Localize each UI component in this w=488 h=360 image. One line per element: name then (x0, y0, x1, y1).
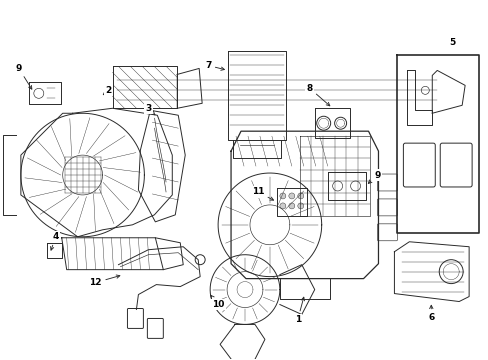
Text: 3: 3 (145, 104, 155, 115)
Text: 12: 12 (89, 275, 120, 287)
Text: 5: 5 (448, 38, 454, 47)
Circle shape (288, 203, 294, 209)
Circle shape (334, 117, 346, 129)
FancyBboxPatch shape (439, 143, 471, 187)
Circle shape (288, 193, 294, 199)
Text: 2: 2 (103, 86, 111, 95)
Text: 4: 4 (50, 232, 59, 250)
Text: 10: 10 (210, 295, 224, 309)
Circle shape (34, 88, 44, 98)
Text: 1: 1 (294, 297, 304, 324)
Text: 6: 6 (427, 305, 433, 322)
FancyBboxPatch shape (127, 309, 143, 328)
Text: 9: 9 (16, 64, 32, 89)
Circle shape (438, 260, 462, 284)
Circle shape (316, 116, 330, 130)
FancyBboxPatch shape (377, 174, 397, 191)
FancyBboxPatch shape (377, 199, 397, 216)
FancyBboxPatch shape (377, 224, 397, 241)
Text: 7: 7 (204, 61, 224, 70)
Circle shape (297, 203, 303, 209)
Text: 11: 11 (251, 188, 273, 200)
Text: 9: 9 (367, 171, 380, 183)
FancyBboxPatch shape (403, 143, 434, 187)
Circle shape (279, 193, 285, 199)
Circle shape (195, 255, 205, 265)
Text: 8: 8 (306, 84, 329, 106)
Circle shape (350, 181, 360, 191)
Circle shape (279, 203, 285, 209)
FancyBboxPatch shape (147, 319, 163, 338)
Circle shape (421, 86, 428, 94)
Circle shape (297, 193, 303, 199)
Circle shape (332, 181, 342, 191)
